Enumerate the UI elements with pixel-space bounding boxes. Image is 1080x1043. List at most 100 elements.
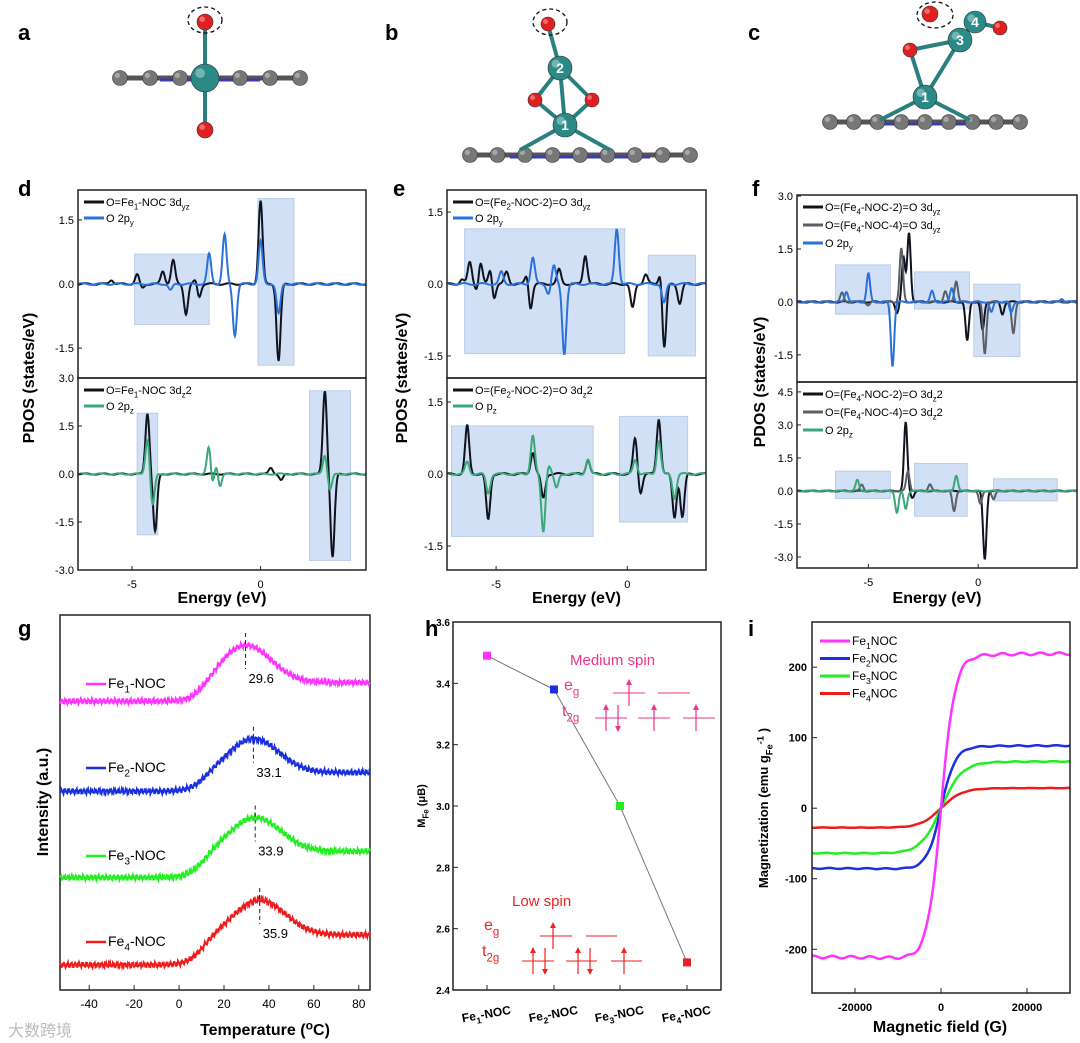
x-tick-label: 20 — [217, 997, 231, 1011]
magnetization-curve-0 — [811, 651, 1071, 961]
x-tick-label: 0 — [938, 1002, 944, 1014]
y-tick-label: 1.5 — [59, 215, 74, 227]
category-label: Fe4-NOC — [661, 1003, 713, 1028]
text-span: C) — [313, 1022, 330, 1039]
y-tick-label: 0.0 — [778, 297, 793, 309]
text-span: -NOC — [479, 1003, 512, 1022]
carbon-atom-highlight — [264, 72, 270, 78]
pdos-panel-d_top: 1.5 0.0 -1.5 — [55, 198, 367, 366]
data-point — [683, 958, 691, 967]
text-span: O=(Fe — [825, 202, 856, 214]
carbon-atom — [822, 114, 838, 130]
panel-letter-a: a — [18, 20, 31, 45]
highlight-circle — [532, 8, 568, 36]
text-span: M — [416, 819, 428, 828]
x-tick-label: 60 — [307, 997, 321, 1011]
carbon-atom-highlight — [872, 116, 878, 122]
panel-letter-d: d — [18, 176, 31, 201]
fe-atom — [190, 63, 220, 93]
x-tick-label: -40 — [81, 997, 99, 1011]
y-tick-label: 2.4 — [436, 986, 450, 997]
text-span: -NOC-4)=O 3d — [861, 407, 933, 419]
text-span: -NOC — [612, 1003, 645, 1022]
atom-label-2: 2 — [556, 60, 564, 76]
spin-down-arrowhead — [587, 969, 593, 975]
spin-down-arrowhead — [615, 726, 621, 732]
x-tick-label: 80 — [352, 997, 366, 1011]
y-tick-label: -100 — [785, 874, 807, 886]
fe-atom-1 — [912, 84, 938, 110]
x-tick-label: -20 — [125, 997, 143, 1011]
oxygen-atom — [584, 92, 600, 108]
peak-temp-label: 33.9 — [258, 844, 283, 859]
panel-letter-e: e — [393, 176, 405, 201]
carbon-atom — [172, 70, 188, 86]
legend-label: O=(Fe4-NOC-4)=O 3dyz — [825, 220, 941, 235]
carbon-atom-highlight — [294, 72, 300, 78]
x-axis-label: Temperature (oC) — [200, 1018, 330, 1039]
text-span: 4 — [856, 395, 861, 404]
fe-atom-3 — [947, 27, 973, 53]
text-span: O 2p — [106, 401, 130, 413]
pdos-panel-e_top: 1.5 0.0 -1.5 — [424, 200, 707, 363]
text-span: 2 — [937, 389, 943, 401]
y-tick-label: 0.0 — [59, 279, 74, 291]
x-tick-label: 0 — [258, 579, 264, 591]
category-label: Fe3-NOC — [594, 1003, 646, 1028]
x-tick-label: 20000 — [1012, 1002, 1043, 1014]
text-span: O 2p — [825, 425, 849, 437]
atom-label-1: 1 — [921, 89, 929, 105]
spin-down-arrowhead — [542, 969, 548, 975]
y-tick-label: 3.2 — [436, 741, 450, 752]
highlight-box — [450, 425, 594, 537]
text-span: NOC — [871, 687, 898, 701]
fe-atom-4-highlight — [967, 14, 976, 22]
text-span: -NOC-2)=O 3d — [861, 202, 933, 214]
text-span: yz — [583, 203, 591, 212]
text-span: 2 — [543, 1015, 550, 1026]
legend-label: O pz — [475, 401, 497, 416]
text-span: Magnetization (emu g — [756, 755, 771, 888]
carbon-atom — [462, 147, 478, 163]
oxygen-atom-highlight — [543, 19, 548, 24]
y-tick-label: 100 — [789, 733, 807, 745]
legend-label: Fe2NOC — [852, 652, 898, 669]
y-tick-label: 3.0 — [778, 420, 793, 432]
carbon-atom — [893, 114, 910, 130]
x-axis-label: Magnetic field (G) — [873, 1019, 1007, 1036]
fe-atom-1 — [552, 112, 578, 138]
dsc-curve-1 — [59, 734, 371, 798]
text-span: 1 — [124, 685, 130, 696]
category-label: Fe1-NOC — [461, 1003, 513, 1028]
x-tick-label: -5 — [863, 577, 873, 589]
oxygen-atom-highlight — [199, 124, 205, 130]
text-span: g — [493, 926, 499, 938]
text-span: -NOC 3d — [138, 197, 181, 209]
spin-up-arrowhead — [693, 704, 699, 710]
highlight-circle — [187, 6, 223, 34]
text-span: y — [849, 244, 853, 253]
t2g-label: t2g — [562, 703, 579, 724]
x-axis-label: Energy (eV) — [532, 590, 621, 607]
y-tick-label: 200 — [789, 662, 807, 674]
legend-label: O 2pz — [106, 401, 134, 416]
highlight-circle — [916, 1, 954, 29]
text-span: O=(Fe — [825, 389, 856, 401]
oxygen-atom — [992, 20, 1008, 36]
text-span: O 2p — [106, 213, 130, 225]
text-span: 2 — [124, 769, 130, 780]
y-tick-label: 3.0 — [59, 373, 74, 385]
highlight-box — [834, 264, 891, 315]
text-span: 4 — [676, 1015, 683, 1026]
text-span: 1 — [134, 203, 138, 212]
dsc-curve-3 — [59, 894, 371, 971]
pdos-panel-e_bottom: 1.5 0.0 -1.5 -5 0 — [424, 388, 707, 591]
highlight-box — [647, 254, 697, 357]
text-span: Fe — [108, 933, 125, 949]
e_bottom-plot-frame — [446, 377, 707, 571]
carbon-atom-highlight — [114, 72, 120, 78]
oxygen-atom-highlight — [530, 95, 535, 101]
text-span: Magnetic field (G) — [873, 1019, 1007, 1036]
text-span: O=(Fe — [825, 220, 856, 232]
y-tick-label: -1.5 — [55, 517, 74, 529]
